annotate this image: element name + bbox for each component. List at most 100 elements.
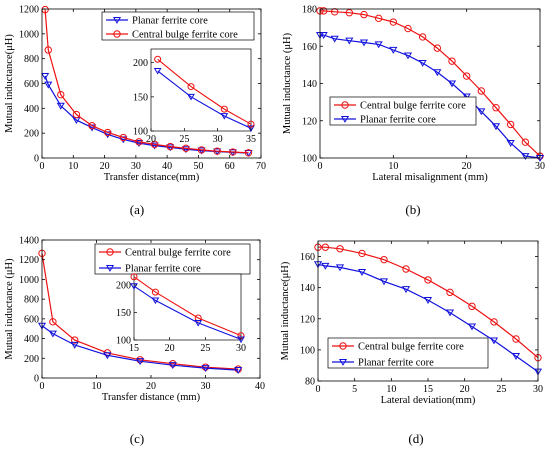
data-point — [379, 278, 389, 286]
inset-data-point — [130, 273, 138, 281]
data-point — [424, 276, 432, 284]
x-tick-label: 20 — [460, 384, 470, 395]
series-red — [316, 7, 544, 160]
x-tick-label: 25 — [496, 384, 506, 395]
data-point — [150, 140, 159, 149]
y-tick-label: 1000 — [19, 275, 39, 286]
data-point — [197, 146, 206, 154]
data-point — [521, 138, 530, 146]
inset-data-point — [220, 105, 228, 113]
data-point — [234, 367, 243, 374]
legend-label: Central bulge ferrite core — [125, 248, 231, 259]
x-tick-label: 70 — [256, 161, 266, 172]
data-point — [321, 262, 330, 270]
inset-data-point — [153, 67, 162, 75]
y-tick-label: 180 — [302, 5, 317, 16]
inset-data-point — [194, 320, 203, 327]
inset-chart: 20 25 30 35 100 150 200 — [133, 48, 256, 145]
panel-label: (d) — [408, 431, 423, 446]
data-point — [446, 288, 454, 297]
series-line — [44, 9, 249, 154]
inset-y-tick-label: 100 — [133, 127, 148, 138]
y-axis-label: Mutual inductance(μH) — [280, 261, 291, 360]
data-point — [71, 336, 79, 344]
x-axis-label: Transfer distance(mm) — [104, 172, 200, 183]
series-line — [41, 253, 239, 370]
x-tick-label: 10 — [92, 381, 102, 392]
legend-box — [329, 96, 477, 126]
inset-y-tick-label: 150 — [116, 308, 131, 319]
y-tick-label: 80 — [305, 377, 315, 388]
y-tick-label: 0 — [34, 374, 39, 385]
series-line — [320, 34, 541, 159]
data-point — [213, 147, 221, 155]
legend-box — [94, 243, 251, 275]
inset-data-point — [151, 288, 159, 296]
y-tick-label: 100 — [302, 154, 317, 165]
y-tick-label: 120 — [300, 314, 315, 325]
data-point — [359, 39, 369, 47]
y-tick-label: 200 — [24, 129, 39, 140]
data-point — [41, 72, 50, 80]
legend-marker — [338, 358, 348, 366]
data-point — [358, 249, 366, 258]
data-point — [44, 81, 53, 89]
data-point — [433, 69, 442, 77]
x-axis-label: Transfer distance (mm) — [102, 392, 201, 403]
data-point — [103, 352, 112, 360]
data-point — [401, 286, 411, 294]
data-point — [56, 102, 65, 110]
legend-label: Planar ferrite core — [132, 16, 208, 27]
legend-marker — [105, 264, 115, 272]
data-point — [330, 35, 339, 43]
y-tick-label: 120 — [302, 116, 317, 127]
y-tick-label: 1000 — [19, 29, 39, 40]
series-line — [317, 263, 539, 373]
data-point — [512, 335, 520, 343]
data-point — [490, 318, 498, 326]
data-point — [445, 309, 455, 317]
inset-series-line — [157, 70, 252, 129]
x-tick-label: 30 — [201, 381, 211, 392]
y-tick-label: 200 — [24, 354, 39, 365]
data-point — [72, 110, 81, 119]
y-axis-label: Mutual inductance(μH) — [4, 34, 15, 133]
legend-box — [101, 11, 255, 41]
x-axis-label: Lateral misalignment (mm) — [372, 172, 488, 183]
legend-marker — [112, 16, 122, 24]
y-tick-label: 1200 — [19, 5, 39, 16]
y-tick-label: 0 — [34, 154, 39, 165]
inset-series-line — [133, 285, 242, 340]
data-point — [357, 269, 367, 276]
chart-b: 0 10 20 30 100 120 140 160 180 Lateral misalignme… — [282, 5, 545, 218]
inset-data-point — [220, 113, 229, 120]
data-point — [418, 59, 427, 67]
inset-frame — [150, 48, 252, 132]
y-tick-label: 140 — [300, 283, 315, 294]
y-tick-label: 160 — [300, 252, 315, 263]
data-point — [374, 14, 383, 23]
y-axis-label: Mutual inductance (μH) — [4, 258, 15, 360]
inset-y-tick-label: 200 — [133, 58, 148, 69]
inset-data-point — [154, 55, 162, 63]
data-point — [136, 358, 145, 366]
data-point — [319, 7, 328, 15]
inset-y-tick-label: 200 — [116, 281, 131, 292]
inset-chart: 15 20 25 30 100 150 200 — [116, 273, 246, 354]
legend-marker — [339, 342, 347, 350]
y-axis-label: Mutual inductance (μH) — [282, 32, 293, 134]
data-point — [182, 144, 190, 153]
y-tick-label: 1400 — [19, 236, 39, 247]
x-tick-label: 60 — [225, 161, 235, 172]
data-point — [418, 33, 427, 41]
chart-c: 0 10 20 30 400200400600800100012001400Transf… — [4, 236, 265, 447]
inset-x-tick-label: 30 — [213, 134, 223, 145]
data-point — [166, 142, 174, 151]
data-point — [477, 87, 486, 95]
data-point — [345, 37, 354, 45]
chart-a: 0 10 20 30 40 50 60 70 0 200 400 600 800 1000 1200 Tran… — [4, 5, 266, 218]
inset-data-point — [247, 120, 255, 128]
data-point — [491, 123, 501, 131]
inset-x-tick-label: 25 — [179, 134, 189, 145]
